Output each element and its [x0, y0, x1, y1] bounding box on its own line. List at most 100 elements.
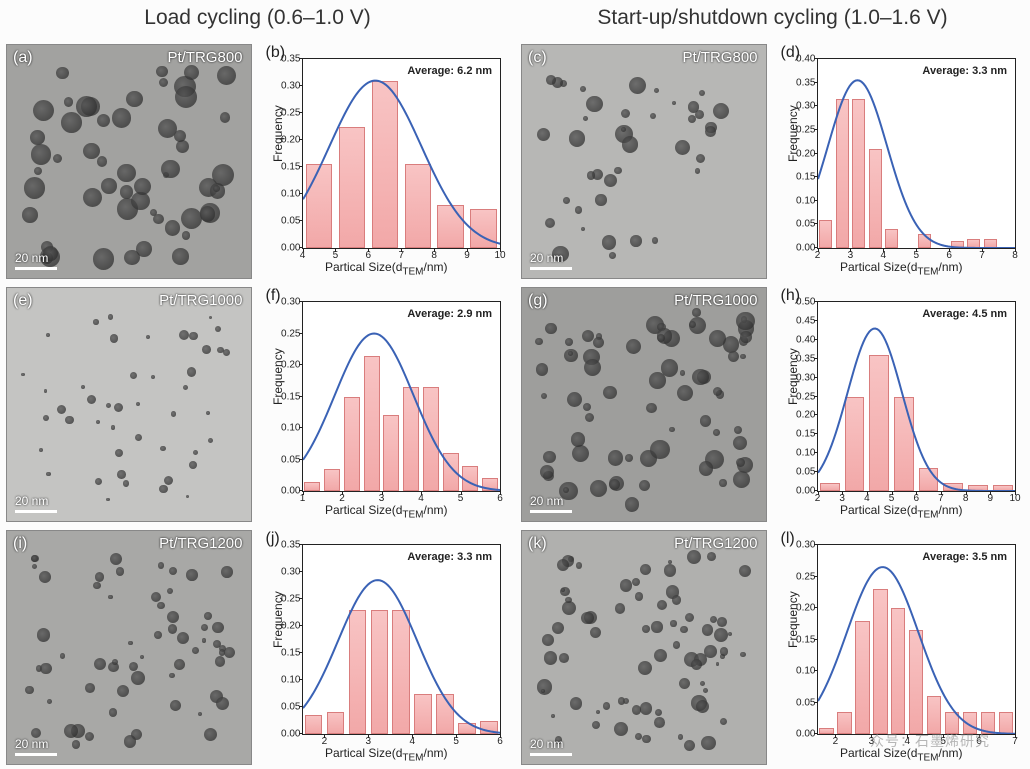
histogram-bar [855, 621, 869, 734]
histogram-bar [927, 696, 941, 734]
panel-label: (i) [13, 535, 27, 553]
tem-image: (e)Pt/TRG100020 nm [6, 287, 252, 522]
histogram-bar [894, 397, 914, 492]
y-tick: 0.35 [281, 540, 300, 551]
sample-label: Pt/TRG1200 [159, 535, 242, 552]
histogram-bar [437, 205, 463, 248]
scalebar: 20 nm [15, 494, 57, 513]
y-tick: 0.25 [796, 124, 815, 135]
panel-c: (c)Pt/TRG80020 nm [515, 40, 773, 283]
sample-label: Pt/TRG1000 [674, 292, 757, 309]
histogram-bar [403, 387, 419, 491]
histogram-bar [364, 356, 380, 491]
plot-area: Average: 6.2 nm0.000.050.100.150.200.250… [302, 58, 502, 249]
watermark-text: 众号：石墨烯研究 [870, 731, 990, 751]
plot-area: Average: 3.3 nm0.000.050.100.150.200.250… [817, 58, 1017, 249]
tem-image: (i) Pt/TRG1200 20 nm [6, 530, 252, 765]
panel-a: (a)Pt/TRG80020 nm [0, 40, 258, 283]
histogram-bar [344, 397, 360, 492]
histogram-bar [327, 712, 345, 734]
sample-label: Pt/TRG800 [682, 49, 757, 66]
y-tick: 0.50 [796, 297, 815, 308]
y-tick: 0.25 [281, 328, 300, 339]
y-tick: 0.25 [796, 571, 815, 582]
histogram-bar [999, 712, 1013, 734]
y-tick: 0.05 [796, 697, 815, 708]
x-axis-label: Partical Size(dTEM/nm) [840, 260, 962, 277]
scalebar: 20 nm [530, 251, 572, 270]
y-tick: 0.20 [281, 135, 300, 146]
header-row: Load cycling (0.6–1.0 V) Start-up/shutdo… [0, 0, 1030, 40]
x-axis-label: Partical Size(dTEM/nm) [325, 260, 447, 277]
panel-i: (i) Pt/TRG1200 20 nm [0, 526, 258, 769]
x-axis-label: Partical Size(dTEM/nm) [325, 746, 447, 763]
plot-area: Average: 3.5 nm0.000.050.100.150.200.250… [817, 544, 1017, 735]
histogram-bar [951, 241, 964, 248]
sample-label: Pt/TRG800 [167, 49, 242, 66]
panel-d: (d)FrequencyPartical Size(dTEM/nm)Averag… [773, 40, 1030, 283]
histogram-bar [423, 387, 439, 491]
y-tick: 0.10 [796, 666, 815, 677]
average-label: Average: 3.5 nm [922, 551, 1007, 563]
histogram-chart: (j)FrequencyPartical Size(dTEM/nm)Averag… [264, 530, 510, 765]
plot-area: Average: 2.9 nm0.000.050.100.150.200.250… [302, 301, 502, 492]
y-tick: 0.20 [796, 410, 815, 421]
y-tick: 0.10 [796, 195, 815, 206]
histogram-bar [372, 81, 398, 248]
y-tick: 0.45 [796, 315, 815, 326]
scalebar: 20 nm [15, 737, 57, 756]
histogram-bar [383, 415, 399, 491]
histogram-chart: (d)FrequencyPartical Size(dTEM/nm)Averag… [779, 44, 1025, 279]
y-tick: 0.10 [281, 423, 300, 434]
histogram-bar [349, 610, 367, 734]
panel-label: (l) [781, 530, 795, 548]
histogram-bar [392, 610, 410, 734]
y-tick: 0.10 [281, 189, 300, 200]
y-tick: 0.05 [281, 216, 300, 227]
tem-image: (a)Pt/TRG80020 nm [6, 44, 252, 279]
y-tick: 0.20 [281, 360, 300, 371]
plot-area: Average: 3.3 nm0.000.050.100.150.200.250… [302, 544, 502, 735]
average-label: Average: 4.5 nm [922, 308, 1007, 320]
plot-area: Average: 4.5 nm0.000.050.100.150.200.250… [817, 301, 1017, 492]
histogram-bar [918, 234, 931, 248]
histogram-bar [405, 164, 431, 248]
tem-image: (k)Pt/TRG120020 nm [521, 530, 767, 765]
histogram-bar [482, 478, 498, 491]
histogram-bar [968, 485, 988, 491]
histogram-bar [909, 630, 923, 734]
histogram-bar [852, 99, 865, 248]
y-tick: 0.05 [281, 702, 300, 713]
histogram-bar [984, 239, 997, 248]
panel-label: (f) [266, 287, 281, 305]
histogram-chart: (h)FrequencyPartical Size(dTEM/nm)Averag… [779, 287, 1025, 522]
histogram-bar [820, 483, 840, 491]
header-right: Start-up/shutdown cycling (1.0–1.6 V) [515, 0, 1030, 40]
y-tick: 0.40 [796, 334, 815, 345]
y-tick: 0.30 [796, 101, 815, 112]
y-tick: 0.25 [796, 391, 815, 402]
histogram-bar [993, 485, 1013, 491]
histogram-bar [480, 721, 498, 735]
histogram-bar [371, 610, 389, 734]
y-tick: 0.35 [796, 353, 815, 364]
y-tick: 0.15 [281, 391, 300, 402]
y-tick: 0.00 [281, 729, 300, 740]
histogram-chart: (b)FrequencyPartical Size(dTEM/nm)Averag… [264, 44, 510, 279]
y-tick: 0.20 [796, 603, 815, 614]
histogram-chart: (f)FrequencyPartical Size(dTEM/nm)Averag… [264, 287, 510, 522]
y-tick: 0.15 [281, 648, 300, 659]
histogram-bar [304, 482, 320, 491]
panel-j: (j)FrequencyPartical Size(dTEM/nm)Averag… [258, 526, 516, 769]
histogram-bar [458, 723, 476, 734]
y-tick: 0.15 [281, 162, 300, 173]
panel-h: (h)FrequencyPartical Size(dTEM/nm)Averag… [773, 283, 1030, 526]
y-tick: 0.35 [796, 77, 815, 88]
y-tick: 0.00 [796, 243, 815, 254]
histogram-bar [869, 149, 882, 248]
histogram-bar [836, 99, 849, 248]
average-label: Average: 3.3 nm [407, 551, 492, 563]
tem-image: (g)Pt/TRG100020 nm [521, 287, 767, 522]
y-tick: 0.05 [796, 219, 815, 230]
histogram-chart: (l)FrequencyPartical Size(dTEM/nm)Averag… [779, 530, 1025, 765]
